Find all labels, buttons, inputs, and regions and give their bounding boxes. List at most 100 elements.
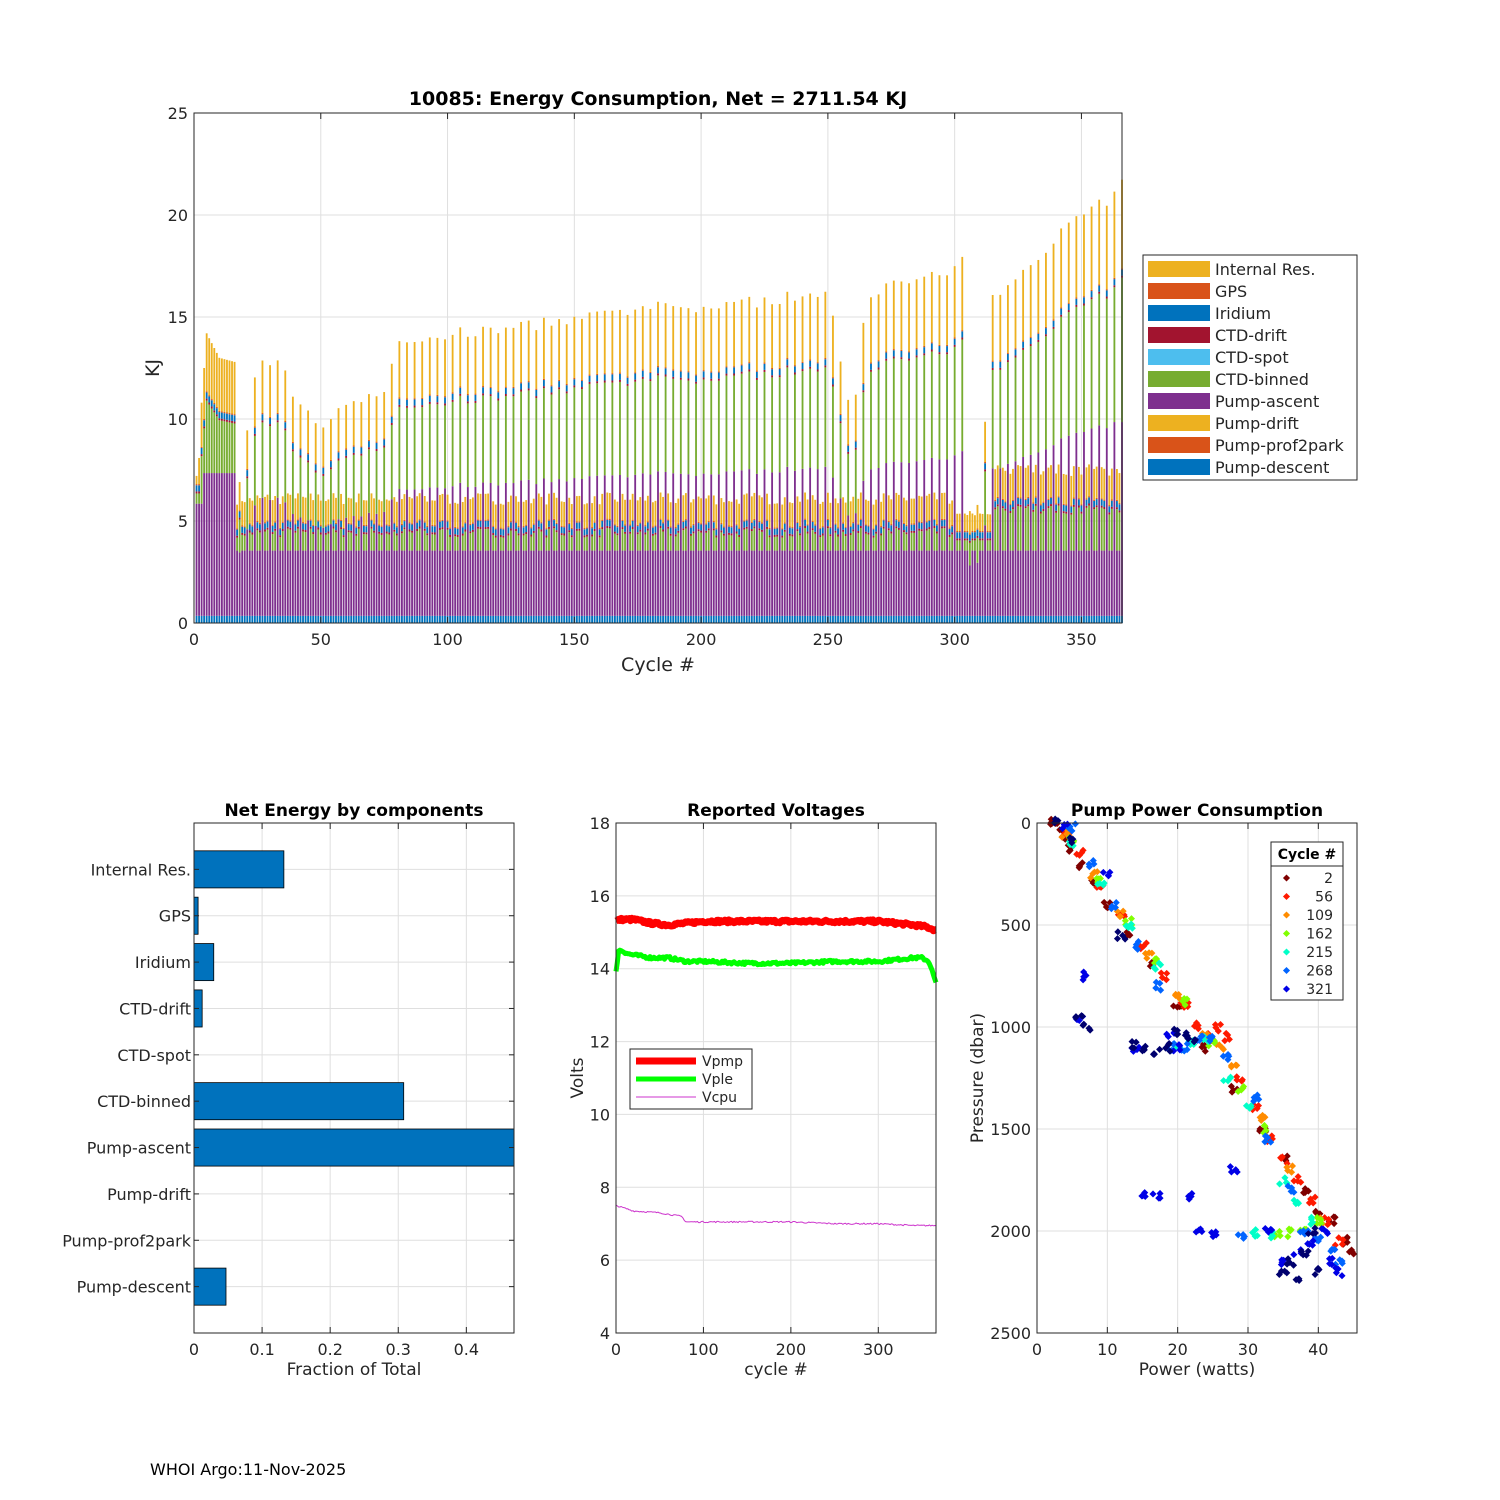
energy-bar-segment bbox=[461, 615, 464, 623]
energy-bar-segment bbox=[991, 369, 994, 469]
energy-bar-segment bbox=[819, 615, 822, 623]
energy-bar-segment bbox=[918, 521, 921, 523]
energy-bar-segment bbox=[365, 534, 368, 551]
energy-bar-segment bbox=[1019, 504, 1022, 507]
pump-scatter-point bbox=[1191, 1036, 1200, 1044]
energy-bar-segment bbox=[839, 415, 842, 422]
energy-legend-swatch bbox=[1148, 261, 1210, 277]
pump-scatter-point bbox=[1309, 1241, 1317, 1249]
energy-bar-segment bbox=[715, 535, 718, 538]
energy-bar-segment bbox=[520, 480, 522, 616]
energy-bar-segment bbox=[629, 524, 632, 526]
energy-bar-segment bbox=[368, 441, 370, 448]
energy-bar-segment bbox=[781, 535, 784, 538]
energy-bar-segment bbox=[586, 550, 588, 616]
energy-bar-segment bbox=[586, 527, 588, 529]
energy-bar-segment bbox=[892, 280, 895, 350]
energy-bar-segment bbox=[289, 615, 292, 623]
energy-bar-segment bbox=[1032, 503, 1035, 510]
energy-bar-segment bbox=[705, 550, 708, 616]
energy-bar-segment bbox=[281, 615, 284, 623]
energy-bar-segment bbox=[1098, 291, 1101, 294]
energy-bar-segment bbox=[504, 396, 507, 483]
energy-bar-segment bbox=[918, 530, 921, 551]
energy-bar-segment bbox=[687, 474, 690, 616]
energy-bar-segment bbox=[218, 418, 221, 421]
pump-scatter-point bbox=[1175, 1041, 1183, 1049]
components-category-label: Pump-drift bbox=[107, 1185, 191, 1204]
energy-bar-segment bbox=[530, 534, 533, 537]
energy-bar-segment bbox=[629, 531, 632, 534]
energy-bar-segment bbox=[1110, 550, 1113, 616]
energy-bar-segment bbox=[631, 520, 634, 528]
energy-bar-segment bbox=[819, 550, 822, 616]
energy-bar-segment bbox=[634, 615, 637, 623]
energy-bar-segment bbox=[360, 615, 363, 623]
energy-bar-segment bbox=[373, 550, 375, 616]
energy-bar-segment bbox=[307, 615, 310, 623]
energy-bar-segment bbox=[933, 519, 936, 527]
energy-bar-segment bbox=[195, 493, 198, 504]
energy-bar-segment bbox=[213, 410, 216, 413]
energy-bar-segment bbox=[619, 381, 621, 475]
energy-bar-segment bbox=[966, 530, 969, 533]
energy-bar-segment bbox=[314, 423, 317, 464]
pump-scatter-point bbox=[1155, 959, 1163, 967]
energy-legend-swatch bbox=[1148, 305, 1210, 321]
energy-bar-segment bbox=[228, 615, 231, 623]
energy-bar-segment bbox=[340, 550, 342, 616]
energy-bar-segment bbox=[1042, 508, 1045, 511]
energy-bar-segment bbox=[717, 615, 720, 623]
pump-scatter-point bbox=[1205, 1042, 1213, 1050]
energy-bar-segment bbox=[994, 615, 997, 623]
energy-bar-segment bbox=[908, 283, 910, 352]
energy-bar-segment bbox=[195, 491, 198, 494]
energy-bar-segment bbox=[416, 528, 419, 531]
voltages-x-tick-label: 300 bbox=[863, 1340, 894, 1359]
energy-bar-segment bbox=[393, 615, 396, 623]
energy-bar-segment bbox=[728, 615, 730, 623]
energy-bar-segment bbox=[297, 550, 299, 616]
energy-bar-segment bbox=[682, 522, 685, 529]
energy-bar-segment bbox=[631, 493, 634, 520]
energy-bar-segment bbox=[464, 615, 467, 623]
energy-bar-segment bbox=[682, 495, 685, 521]
pump-scatter-point bbox=[1221, 1037, 1229, 1045]
energy-bar-segment bbox=[413, 398, 416, 400]
energy-bar-segment bbox=[383, 511, 386, 616]
energy-bar-segment bbox=[870, 362, 872, 364]
energy-bar-segment bbox=[365, 500, 368, 525]
pump-scatter-point bbox=[1327, 1247, 1335, 1255]
energy-bar-segment bbox=[312, 500, 315, 525]
energy-bar-segment bbox=[436, 394, 439, 397]
energy-bar-segment bbox=[892, 356, 895, 359]
energy-bar-segment bbox=[1098, 285, 1101, 292]
energy-bar-segment bbox=[953, 337, 956, 339]
energy-bar-segment bbox=[1080, 474, 1083, 505]
voltages-x-tick-label: 100 bbox=[688, 1340, 719, 1359]
energy-bar-segment bbox=[586, 528, 588, 535]
energy-bar-segment bbox=[771, 615, 774, 623]
energy-bar-segment bbox=[750, 496, 753, 522]
energy-bar-segment bbox=[1108, 506, 1111, 513]
energy-bar-segment bbox=[847, 515, 850, 616]
energy-bar-segment bbox=[925, 528, 928, 531]
energy-bar-segment bbox=[540, 529, 543, 532]
energy-bar-segment bbox=[834, 498, 837, 524]
energy-bar-segment bbox=[852, 522, 855, 524]
energy-bar-segment bbox=[413, 615, 416, 623]
energy-bar-segment bbox=[479, 529, 482, 551]
energy-bar-segment bbox=[755, 379, 758, 474]
energy-bar-segment bbox=[1050, 550, 1052, 616]
energy-bar-segment bbox=[986, 538, 989, 541]
energy-bar-segment bbox=[195, 484, 198, 486]
energy-bar-segment bbox=[248, 532, 251, 551]
energy-bar-segment bbox=[935, 533, 938, 551]
energy-bar-segment bbox=[799, 501, 801, 526]
energy-bar-segment bbox=[1024, 506, 1027, 509]
energy-bar-segment bbox=[1062, 513, 1065, 551]
energy-bar-segment bbox=[943, 550, 946, 616]
energy-bar-segment bbox=[989, 514, 992, 531]
energy-bar-segment bbox=[740, 299, 743, 365]
energy-bar-segment bbox=[725, 302, 728, 367]
